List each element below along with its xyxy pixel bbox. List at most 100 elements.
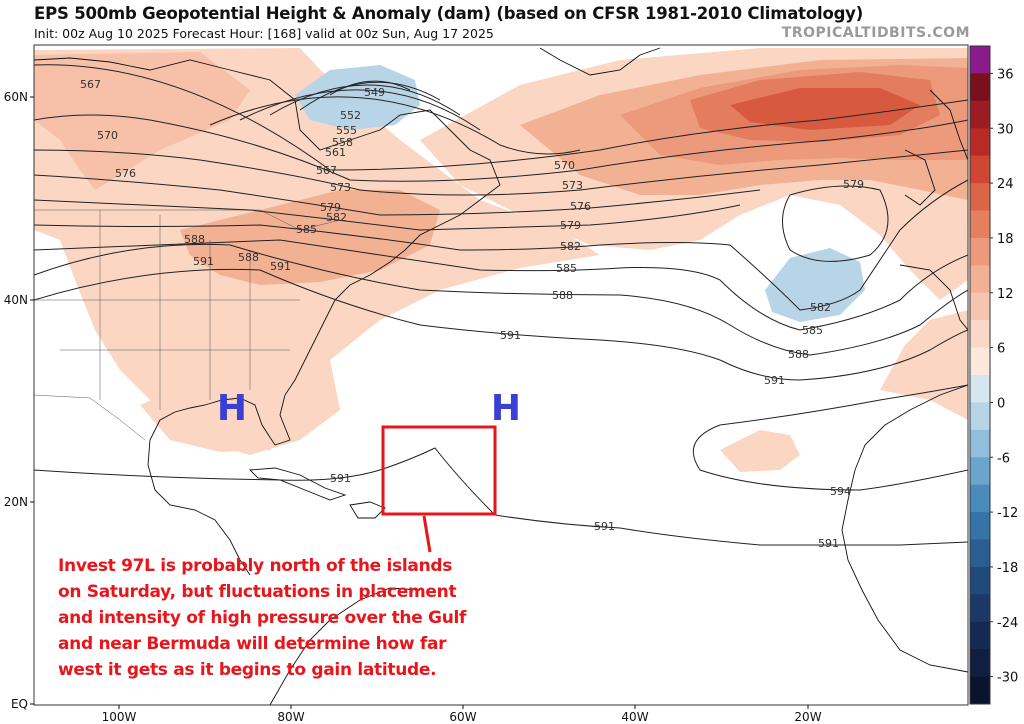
contour-label: 591 bbox=[330, 472, 351, 485]
contour-label: 588 bbox=[788, 348, 809, 361]
colorbar-swatch-negative bbox=[970, 429, 990, 458]
colorbar-swatch-positive bbox=[970, 237, 990, 266]
contour-label-group: 567 570 576 588 591 549 552 555 558 561 … bbox=[80, 78, 864, 550]
contour-591-south bbox=[34, 447, 968, 546]
contour-label: 585 bbox=[802, 324, 823, 337]
contour-576 bbox=[34, 174, 761, 216]
contour-588 bbox=[34, 243, 968, 356]
colorbar-tick-label: -6 bbox=[997, 451, 1010, 466]
colorbar-swatch-negative bbox=[970, 594, 990, 623]
colorbar-swatch-negative bbox=[970, 402, 990, 431]
positive-anomaly-north-america-2 bbox=[34, 52, 250, 190]
colorbar-tick-label: -18 bbox=[997, 561, 1018, 576]
positive-anomaly-atlantic-5 bbox=[730, 88, 920, 130]
contour-label: 579 bbox=[560, 219, 581, 232]
contour-label: 582 bbox=[560, 240, 581, 253]
watermark: TROPICALTIDBITS.COM bbox=[781, 25, 970, 41]
contour-591-north bbox=[34, 268, 968, 381]
colorbar-swatch-positive bbox=[970, 183, 990, 211]
height-contours bbox=[34, 64, 968, 546]
contour-582 bbox=[34, 179, 968, 311]
map-subtitle: Init: 00z Aug 10 2025 Forecast Hour: [16… bbox=[34, 26, 494, 41]
longitude-axis: 100W 80W 60W 40W 20W bbox=[102, 705, 822, 724]
coastline-africa bbox=[841, 384, 968, 673]
lat-label-40n: 40N bbox=[4, 293, 28, 307]
colorbar-swatch-positive bbox=[970, 73, 990, 102]
contour-label: 573 bbox=[562, 179, 583, 192]
contour-552 bbox=[299, 81, 441, 111]
highlight-box-pointer bbox=[422, 515, 432, 553]
colorbar-swatch-negative bbox=[970, 375, 990, 403]
colorbar-swatch-positive bbox=[970, 210, 990, 239]
contour-label: 591 bbox=[818, 537, 839, 550]
lat-label-eq: EQ bbox=[11, 697, 28, 711]
contour-label: 588 bbox=[552, 289, 573, 302]
contour-555 bbox=[269, 84, 461, 116]
contour-570 bbox=[34, 114, 968, 182]
contour-label: 576 bbox=[115, 167, 136, 180]
colorbar-swatch-negative bbox=[970, 566, 990, 595]
contour-label: 594 bbox=[830, 485, 851, 498]
colorbar-swatch-positive bbox=[970, 46, 990, 74]
colorbar-swatch-positive bbox=[970, 265, 990, 294]
border-us-canada bbox=[34, 209, 341, 231]
contour-label: 591 bbox=[193, 255, 214, 268]
contour-label: 579 bbox=[320, 201, 341, 214]
contour-567 bbox=[34, 64, 968, 171]
positive-anomaly-africa bbox=[720, 430, 800, 472]
colorbar-swatch-negative bbox=[970, 621, 990, 650]
coastline-hispaniola bbox=[349, 501, 386, 519]
colorbar-tick-label: 30 bbox=[997, 122, 1014, 137]
contour-label: 570 bbox=[554, 159, 575, 172]
contour-label: 561 bbox=[325, 146, 346, 159]
negative-anomaly-atlantic bbox=[765, 248, 865, 322]
coastline-north-america bbox=[34, 57, 501, 576]
lon-label-100w: 100W bbox=[102, 710, 137, 724]
annotation-text: Invest 97L is probably north of the isla… bbox=[58, 556, 467, 680]
colorbar-swatch-positive bbox=[970, 320, 990, 349]
colorbar-swatch-negative bbox=[970, 512, 990, 540]
contour-label: 585 bbox=[556, 262, 577, 275]
contour-label: 591 bbox=[594, 520, 615, 533]
colorbar-tick-label: 12 bbox=[997, 287, 1014, 302]
contour-579 bbox=[34, 185, 889, 262]
contour-label: 588 bbox=[184, 233, 205, 246]
coastlines bbox=[34, 47, 968, 705]
latitude-axis: 60N 40N 20N EQ bbox=[4, 90, 34, 711]
contour-label: 558 bbox=[332, 136, 353, 149]
contour-label: 555 bbox=[336, 124, 357, 137]
contour-585 bbox=[34, 239, 968, 331]
contour-label: 552 bbox=[340, 109, 361, 122]
contour-label: 579 bbox=[843, 178, 864, 191]
colorbar-swatch-negative bbox=[970, 649, 990, 678]
contour-label: 591 bbox=[500, 329, 521, 342]
colorbar-swatch-positive bbox=[970, 128, 990, 157]
colorbar-swatch-positive bbox=[970, 155, 990, 184]
coastline-south-america bbox=[269, 587, 421, 705]
border-us-mexico bbox=[34, 394, 146, 441]
map-title: EPS 500mb Geopotential Height & Anomaly … bbox=[34, 4, 864, 23]
lat-label-20n: 20N bbox=[4, 495, 28, 509]
colorbar-tick-label: -12 bbox=[997, 506, 1018, 521]
colorbar-tick-label: 6 bbox=[997, 342, 1005, 357]
lon-label-60w: 60W bbox=[449, 710, 476, 724]
contour-label: 570 bbox=[97, 129, 118, 142]
colorbar-tick-label: 36 bbox=[997, 67, 1014, 82]
contour-label: 591 bbox=[764, 374, 785, 387]
lon-label-20w: 20W bbox=[794, 710, 821, 724]
contour-label: 576 bbox=[570, 200, 591, 213]
colorbar-swatch-negative bbox=[970, 676, 990, 705]
borders bbox=[34, 209, 341, 441]
colorbar-tick-label: 24 bbox=[997, 177, 1014, 192]
colorbar-tick-label: 0 bbox=[997, 396, 1005, 411]
colorbar-tick-label: -24 bbox=[997, 616, 1018, 631]
high-pressure-gulf: H bbox=[217, 388, 247, 429]
contour-label: 549 bbox=[364, 86, 385, 99]
colorbar-tick-label: -30 bbox=[997, 671, 1018, 686]
contour-label: 591 bbox=[270, 260, 291, 273]
anomaly-shading bbox=[34, 48, 968, 472]
coastline-greenland bbox=[539, 47, 661, 76]
contour-573 bbox=[34, 149, 968, 196]
